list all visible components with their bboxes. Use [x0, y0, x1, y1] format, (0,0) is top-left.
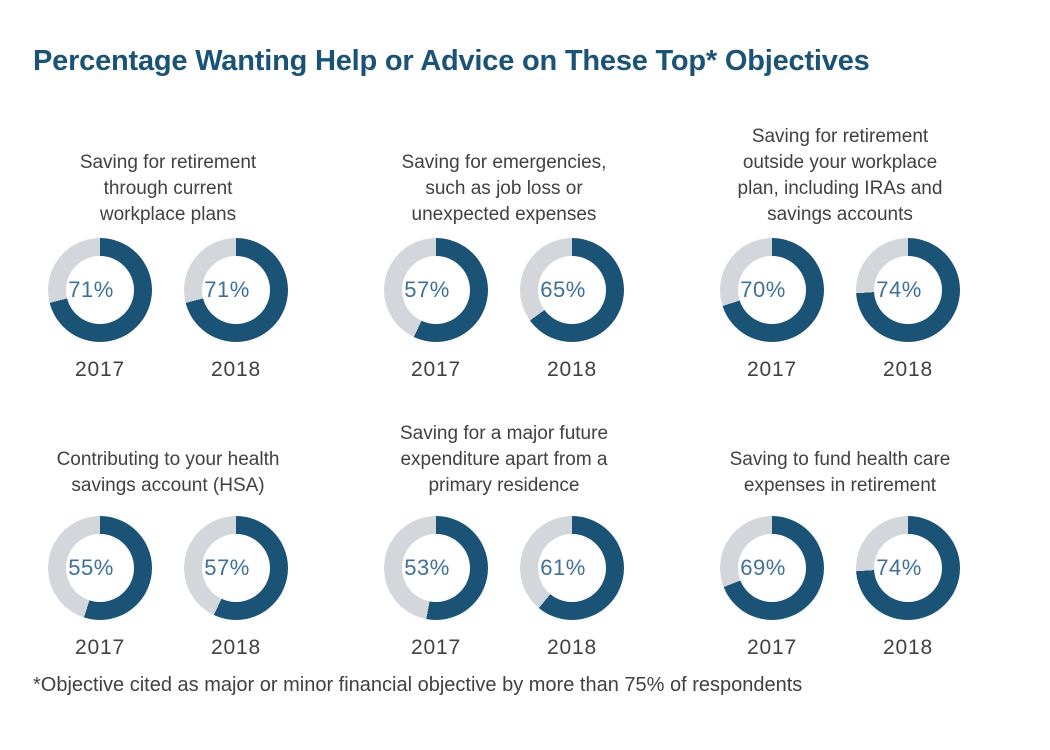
donut-chart-2018: 74%	[856, 516, 960, 621]
donut-hole	[402, 534, 470, 603]
donut-block-2018: 74% 2018	[840, 516, 976, 660]
year-label: 2017	[747, 358, 797, 382]
infographic-page: Percentage Wanting Help or Advice on The…	[0, 45, 1050, 697]
donut-chart-2017: 70%	[720, 238, 824, 343]
donut-pair: 70% 2017 74% 2018	[680, 238, 1000, 382]
objective-header: Saving to fund health care expenses in r…	[680, 421, 1000, 499]
objective-label: Saving for emergencies, such as job loss…	[401, 152, 607, 226]
donut-chart-2017: 55%	[48, 516, 152, 621]
donut-value-label: 71%	[68, 277, 114, 303]
donut-value-label: 70%	[740, 277, 786, 303]
objective-label: Saving for a major future expenditure ap…	[399, 423, 609, 497]
donut-chart-2018: 65%	[520, 238, 624, 343]
donut-block-2017: 69% 2017	[704, 516, 840, 660]
year-label: 2018	[883, 636, 933, 660]
objective-header: Contributing to your health savings acco…	[8, 421, 328, 499]
objective-label: Contributing to your health savings acco…	[56, 449, 280, 497]
donut-hole	[66, 534, 134, 603]
donut-block-2018: 57% 2018	[168, 516, 304, 660]
donut-block-2018: 65% 2018	[504, 238, 640, 382]
donut-chart-2017: 69%	[720, 516, 824, 621]
donut-hole	[538, 256, 606, 325]
objective-group-healthcare-retirement: Saving to fund health care expenses in r…	[680, 421, 1000, 660]
year-label: 2018	[211, 636, 261, 660]
donut-chart-2018: 57%	[184, 516, 288, 621]
objective-label: Saving for retirement through current wo…	[79, 152, 257, 226]
year-label: 2018	[547, 358, 597, 382]
objective-group-workplace-plans: Saving for retirement through current wo…	[8, 124, 328, 382]
objective-label: Saving for retirement outside your workp…	[737, 126, 943, 226]
objective-header: Saving for retirement outside your workp…	[680, 124, 1000, 228]
donut-chart-2017: 53%	[384, 516, 488, 621]
donut-pair: 55% 2017 57% 2018	[8, 516, 328, 660]
year-label: 2017	[75, 358, 125, 382]
objective-group-emergencies: Saving for emergencies, such as job loss…	[344, 124, 664, 382]
donut-value-label: 74%	[876, 277, 922, 303]
donut-block-2018: 74% 2018	[840, 238, 976, 382]
donut-value-label: 57%	[204, 555, 250, 581]
year-label: 2017	[411, 358, 461, 382]
objective-group-outside-workplace: Saving for retirement outside your workp…	[680, 124, 1000, 382]
donut-hole	[738, 534, 806, 603]
year-label: 2017	[75, 636, 125, 660]
donut-grid-row-1: Saving for retirement through current wo…	[0, 124, 1050, 382]
objective-header: Saving for retirement through current wo…	[8, 124, 328, 228]
donut-chart-2018: 61%	[520, 516, 624, 621]
donut-value-label: 61%	[540, 555, 586, 581]
donut-chart-2018: 71%	[184, 238, 288, 343]
donut-value-label: 69%	[740, 555, 786, 581]
donut-hole	[538, 534, 606, 603]
donut-value-label: 57%	[404, 277, 450, 303]
donut-block-2017: 57% 2017	[368, 238, 504, 382]
donut-hole	[202, 534, 270, 603]
donut-hole	[738, 256, 806, 325]
objective-header: Saving for a major future expenditure ap…	[344, 421, 664, 499]
year-label: 2017	[411, 636, 461, 660]
donut-block-2017: 71% 2017	[32, 238, 168, 382]
objective-header: Saving for emergencies, such as job loss…	[344, 124, 664, 228]
year-label: 2017	[747, 636, 797, 660]
objective-group-major-expenditure: Saving for a major future expenditure ap…	[344, 421, 664, 660]
objective-group-hsa: Contributing to your health savings acco…	[8, 421, 328, 660]
donut-hole	[874, 256, 942, 325]
donut-pair: 69% 2017 74% 2018	[680, 516, 1000, 660]
donut-chart-2017: 71%	[48, 238, 152, 343]
year-label: 2018	[547, 636, 597, 660]
donut-pair: 53% 2017 61% 2018	[344, 516, 664, 660]
objective-label: Saving to fund health care expenses in r…	[729, 449, 951, 497]
donut-block-2017: 53% 2017	[368, 516, 504, 660]
donut-grid-row-2: Contributing to your health savings acco…	[0, 421, 1050, 660]
donut-pair: 71% 2017 71% 2018	[8, 238, 328, 382]
donut-pair: 57% 2017 65% 2018	[344, 238, 664, 382]
year-label: 2018	[883, 358, 933, 382]
year-label: 2018	[211, 358, 261, 382]
donut-hole	[874, 534, 942, 603]
donut-chart-2017: 57%	[384, 238, 488, 343]
donut-value-label: 65%	[540, 277, 586, 303]
donut-block-2018: 71% 2018	[168, 238, 304, 382]
donut-hole	[202, 256, 270, 325]
donut-block-2018: 61% 2018	[504, 516, 640, 660]
donut-block-2017: 55% 2017	[32, 516, 168, 660]
donut-hole	[66, 256, 134, 325]
donut-value-label: 53%	[404, 555, 450, 581]
donut-chart-2018: 74%	[856, 238, 960, 343]
footnote: *Objective cited as major or minor finan…	[33, 674, 803, 697]
donut-value-label: 74%	[876, 555, 922, 581]
donut-hole	[402, 256, 470, 325]
donut-value-label: 55%	[68, 555, 114, 581]
donut-value-label: 71%	[204, 277, 250, 303]
donut-block-2017: 70% 2017	[704, 238, 840, 382]
page-title: Percentage Wanting Help or Advice on The…	[33, 45, 870, 77]
